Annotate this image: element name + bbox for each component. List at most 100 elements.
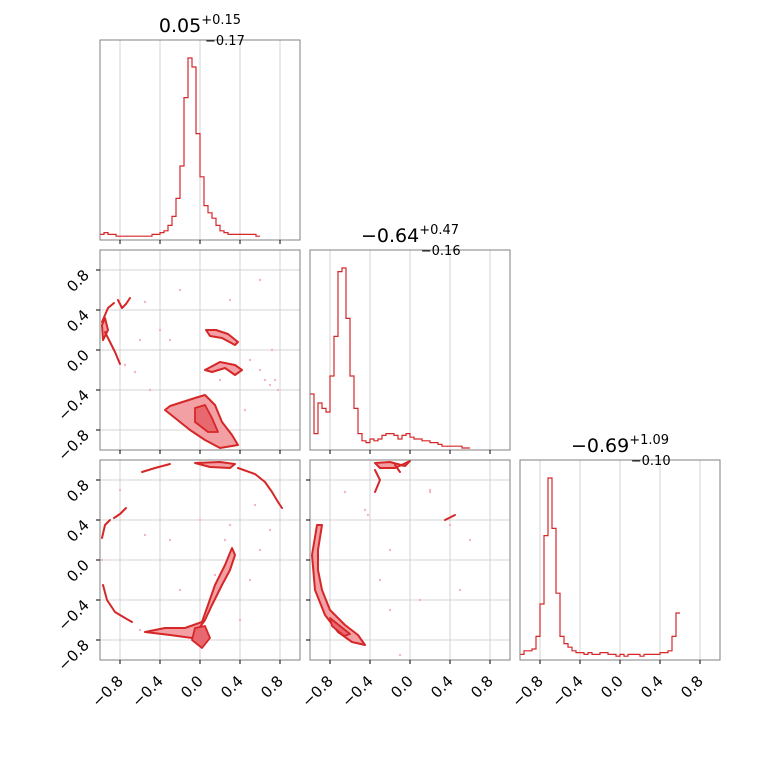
contour-line-1-0 xyxy=(101,519,111,539)
scatter-point-2-2 xyxy=(428,488,432,492)
contour-line-1-2 xyxy=(141,463,171,473)
scatter-point-1-3 xyxy=(228,523,232,527)
scatter-point-2-9 xyxy=(418,598,422,602)
scatter-point-0-17 xyxy=(138,338,142,342)
x-tick-label-c1-3: 0.4 xyxy=(427,672,457,702)
contour-line-2-1 xyxy=(444,514,456,521)
scatter-point-1-14 xyxy=(100,558,104,562)
scatter-point-1-1 xyxy=(168,538,172,542)
scatter-point-0-3 xyxy=(123,363,127,367)
y-tick-label-r2-0: −0.8 xyxy=(54,636,92,674)
scatter-point-1-2 xyxy=(138,628,142,632)
x-tick-label-c1-4: 0.8 xyxy=(467,672,497,702)
y-tick-label-r2-2: 0.0 xyxy=(63,556,93,586)
param-title-2: −0.69+1.09 xyxy=(571,433,669,457)
contour-core-2-0 xyxy=(329,617,351,637)
scatter-point-0-12 xyxy=(148,388,152,392)
scatter-point-0-14 xyxy=(258,278,262,282)
scatter-point-0-1 xyxy=(158,328,162,332)
y-tick-label-r2-4: 0.8 xyxy=(63,476,93,506)
contour-region-0-1 xyxy=(204,361,243,376)
scatter-point-0-15 xyxy=(270,348,274,352)
param-title-plus-1: +0.47 xyxy=(419,223,459,238)
scatter-point-2-0 xyxy=(343,490,347,494)
contour-region-0-2 xyxy=(205,329,239,346)
x-tick-label-c1-1: −0.4 xyxy=(338,672,376,710)
y-tick-label-r1-0: −0.8 xyxy=(54,426,92,464)
x-tick-label-c1-2: 0.0 xyxy=(387,672,417,702)
scatter-point-2-12 xyxy=(388,548,392,552)
x-tick-label-c0-1: −0.4 xyxy=(128,672,166,710)
x-tick-label-c2-2: 0.0 xyxy=(597,672,627,702)
y-tick-label-r2-3: 0.4 xyxy=(63,516,93,546)
y-tick-label-r1-4: 0.8 xyxy=(63,266,93,296)
x-tick-label-c0-3: 0.4 xyxy=(217,672,247,702)
contour-line-1-3 xyxy=(237,467,283,509)
param-title-minus-2: −0.10 xyxy=(631,454,671,469)
scatter-point-1-12 xyxy=(213,573,217,577)
scatter-point-2-11 xyxy=(468,538,472,542)
scatter-point-1-5 xyxy=(248,578,252,582)
x-tick-label-c2-3: 0.4 xyxy=(637,672,667,702)
scatter-point-0-5 xyxy=(218,378,222,382)
x-tick-label-c0-2: 0.0 xyxy=(177,672,207,702)
contour-line-2-0 xyxy=(374,469,381,493)
scatter-point-0-7 xyxy=(258,368,262,372)
scatter-point-2-5 xyxy=(428,490,432,494)
scatter-point-2-10 xyxy=(458,588,462,592)
scatter-point-1-8 xyxy=(198,518,202,522)
scatter-point-0-10 xyxy=(276,388,280,392)
x-tick-label-c2-0: −0.8 xyxy=(508,672,546,710)
histogram-2 xyxy=(520,477,680,657)
contour-region-0-3 xyxy=(101,317,109,341)
scatter-point-2-6 xyxy=(366,513,370,517)
param-title-plus-2: +1.09 xyxy=(629,433,669,448)
contour-region-2-1 xyxy=(374,460,411,469)
scatter-point-1-0 xyxy=(143,533,147,537)
contour-region-1-1 xyxy=(194,461,236,469)
scatter-point-2-8 xyxy=(378,578,382,582)
histogram-1 xyxy=(310,267,470,449)
scatter-point-2-1 xyxy=(363,508,367,512)
y-tick-label-r2-1: −0.4 xyxy=(54,596,92,634)
param-title-value-2: −0.69 xyxy=(571,435,629,457)
scatter-point-0-0 xyxy=(143,300,147,304)
x-tick-label-c2-4: 0.8 xyxy=(677,672,707,702)
y-tick-label-r1-2: 0.0 xyxy=(63,346,93,376)
contour-line-2-2 xyxy=(394,464,401,473)
contour-line-0-0 xyxy=(101,302,115,323)
param-title-value-0: 0.05 xyxy=(159,15,201,37)
x-tick-label-c1-0: −0.8 xyxy=(298,672,336,710)
param-title-0: 0.05+0.15 xyxy=(159,13,241,37)
scatter-point-0-4 xyxy=(133,370,137,374)
x-tick-label-c0-0: −0.8 xyxy=(88,672,126,710)
contour-line-0-1 xyxy=(104,331,121,365)
scatter-point-2-7 xyxy=(448,523,452,527)
scatter-point-0-8 xyxy=(263,378,267,382)
scatter-point-0-6 xyxy=(248,358,252,362)
contour-line-1-4 xyxy=(113,507,127,519)
contour-core-1-0 xyxy=(191,625,211,649)
param-title-plus-0: +0.15 xyxy=(201,13,241,28)
param-title-minus-0: −0.17 xyxy=(205,34,245,49)
scatter-point-1-10 xyxy=(268,528,272,532)
scatter-point-0-13 xyxy=(228,298,232,302)
scatter-point-1-9 xyxy=(238,618,242,622)
scatter-point-2-4 xyxy=(398,653,402,657)
scatter-point-0-9 xyxy=(268,383,272,387)
contour-line-1-1 xyxy=(102,584,133,623)
scatter-point-0-16 xyxy=(178,288,182,292)
contour-region-2-0 xyxy=(311,524,366,646)
scatter-point-1-13 xyxy=(253,503,257,507)
contour-line-0-2 xyxy=(117,297,131,309)
scatter-point-0-2 xyxy=(168,338,172,342)
contour-core-0-0 xyxy=(194,404,219,433)
scatter-point-0-11 xyxy=(273,378,277,382)
y-tick-label-r1-1: −0.4 xyxy=(54,386,92,424)
param-title-value-1: −0.64 xyxy=(361,225,419,247)
y-tick-label-r1-3: 0.4 xyxy=(63,306,93,336)
scatter-point-1-6 xyxy=(258,548,262,552)
scatter-point-1-4 xyxy=(223,538,227,542)
x-tick-label-c2-1: −0.4 xyxy=(548,672,586,710)
